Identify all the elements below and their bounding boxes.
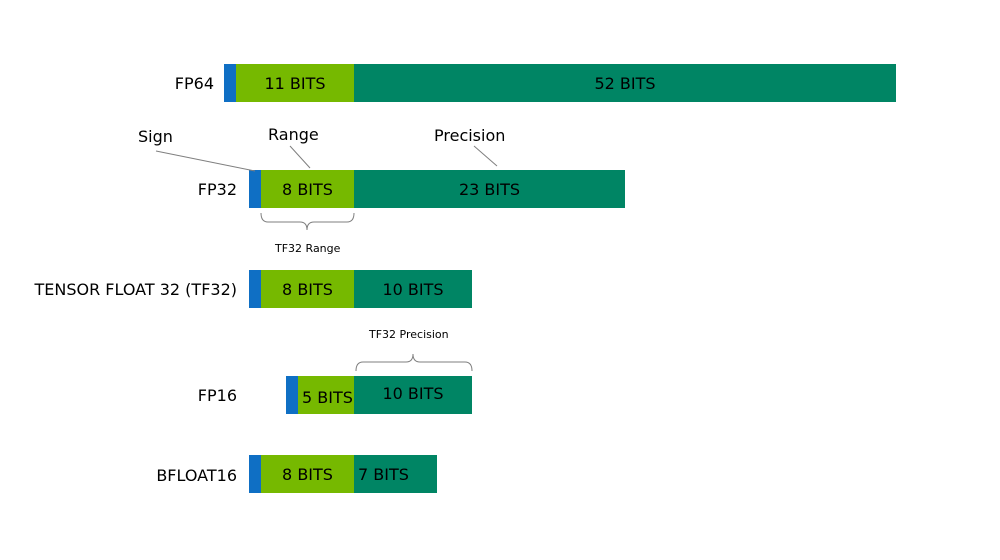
format-label-fp64: FP64 xyxy=(174,74,214,93)
fp32-exponent-segment: 8 BITS xyxy=(261,170,354,208)
fp32-exponent-label: 8 BITS xyxy=(282,179,333,199)
precision-annotation: Precision xyxy=(434,126,506,145)
range-leader-line xyxy=(289,145,311,169)
bfloat16-mantissa-segment: 7 BITS xyxy=(354,455,437,493)
bfloat16-exponent-segment: 8 BITS xyxy=(261,455,354,493)
format-label-tf32: TENSOR FLOAT 32 (TF32) xyxy=(34,280,238,299)
tf32-exponent-label: 8 BITS xyxy=(282,279,333,299)
tf32-exponent-segment: 8 BITS xyxy=(261,270,354,308)
fp32-mantissa-label: 23 BITS xyxy=(458,179,521,199)
fp16-mantissa-segment: 10 BITS xyxy=(354,376,472,414)
fp64-exponent-label: 11 BITS xyxy=(264,73,326,93)
format-label-fp16: FP16 xyxy=(197,386,237,405)
fp64-sign-bit xyxy=(224,64,236,102)
sign-annotation: Sign xyxy=(138,127,173,146)
fp16-exponent-label: 5 BITS xyxy=(302,387,353,407)
tf32-range-caption: TF32 Range xyxy=(275,242,341,255)
bfloat16-exponent-label: 8 BITS xyxy=(282,464,333,484)
fp32-sign-bit xyxy=(249,170,261,208)
fp64-mantissa-segment: 52 BITS xyxy=(354,64,896,102)
fp32-mantissa-segment: 23 BITS xyxy=(354,170,625,208)
precision-leader-line xyxy=(473,145,498,167)
sign-leader-line xyxy=(155,150,256,172)
tf32-mantissa-segment: 10 BITS xyxy=(354,270,472,308)
format-label-bfloat16: BFLOAT16 xyxy=(156,466,237,485)
tf32-precision-caption: TF32 Precision xyxy=(369,328,449,341)
fp16-mantissa-label: 10 BITS xyxy=(382,384,444,403)
range-annotation: Range xyxy=(268,125,319,144)
bfloat16-mantissa-label: 7 BITS xyxy=(358,464,409,484)
fp64-exponent-segment: 11 BITS xyxy=(236,64,354,102)
fp16-sign-bit xyxy=(286,376,298,414)
format-label-fp32: FP32 xyxy=(197,180,237,199)
tf32-range-brace xyxy=(260,212,355,231)
tf32-precision-brace xyxy=(355,353,473,372)
tf32-mantissa-label: 10 BITS xyxy=(382,279,444,299)
bfloat16-sign-bit xyxy=(249,455,261,493)
fp16-exponent-segment: 5 BITS xyxy=(298,376,354,414)
tf32-sign-bit xyxy=(249,270,261,308)
fp64-mantissa-label: 52 BITS xyxy=(594,73,656,93)
